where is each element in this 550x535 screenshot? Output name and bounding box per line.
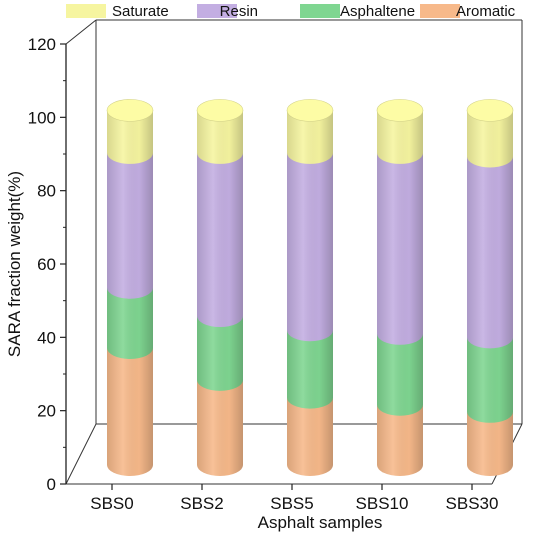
bars-group	[106, 99, 514, 476]
y-tick-label: 80	[37, 182, 56, 201]
bar-segment-shading	[377, 152, 423, 345]
legend-swatch-saturate	[66, 4, 106, 18]
bar-segment-shading	[377, 110, 423, 164]
bar-sbs30	[466, 99, 514, 476]
y-axis-title: SARA fraction weight(%)	[5, 171, 24, 357]
bar-segment-shading	[197, 110, 244, 164]
bar-segment-shading	[107, 347, 153, 476]
bar-sbs2	[196, 99, 244, 476]
bar-segment-shading	[467, 110, 513, 168]
bar-top-cap-sbs5	[286, 99, 334, 122]
bar-segment-shading	[287, 110, 333, 164]
legend-label-saturate: Saturate	[112, 3, 169, 20]
bar-segment-shading	[287, 330, 333, 409]
x-tick-label-sbs5: SBS5	[270, 494, 313, 513]
bar-segment-shading	[197, 379, 243, 476]
y-tick-label: 120	[28, 35, 56, 54]
legend-label-aromatic: Aromatic	[456, 3, 516, 20]
x-tick-label-sbs2: SBS2	[180, 494, 223, 513]
depth-top-left	[65, 19, 97, 45]
bar-segment-shading	[107, 110, 153, 164]
bar-top-cap-sbs0	[106, 99, 154, 122]
bar-top-cap-sbs2	[196, 99, 244, 122]
bar-top-cap-sbs10	[376, 99, 424, 122]
legend-label-resin: Resin	[220, 3, 258, 20]
y-tick-label: 60	[37, 255, 56, 274]
x-axis-ticks: SBS0 SBS2 SBS5 SBS10 SBS30	[90, 484, 498, 513]
legend: Saturate Resin Asphaltene Aromatic	[66, 3, 516, 20]
bar-sbs0	[106, 99, 154, 476]
bar-segment-shading	[107, 287, 153, 359]
x-tick-label-sbs30: SBS30	[446, 494, 499, 513]
bar-segment-shading	[467, 411, 513, 476]
bar-top-cap-sbs30	[466, 99, 514, 122]
legend-label-asphaltene: Asphaltene	[340, 3, 415, 20]
y-tick-label: 100	[28, 108, 56, 127]
y-tick-label: 20	[37, 402, 56, 421]
x-axis-title: Asphalt samples	[258, 513, 383, 532]
y-tick-label: 0	[47, 475, 56, 494]
bar-segment-shading	[197, 316, 244, 391]
x-tick-label-sbs0: SBS0	[90, 494, 133, 513]
bar-segment-shading	[467, 337, 513, 423]
legend-swatch-asphaltene	[300, 4, 340, 18]
legend-swatch-resin	[197, 4, 237, 18]
depth-bottom-left	[65, 423, 97, 485]
legend-swatch-aromatic	[420, 4, 460, 18]
x-tick-label-sbs10: SBS10	[356, 494, 409, 513]
plot-frame	[65, 19, 523, 485]
bar-sbs5	[286, 99, 334, 476]
bar-segment-shading	[107, 152, 153, 299]
bar-segment-shading	[377, 404, 423, 476]
bar-sbs10	[376, 99, 424, 476]
bar-segment-shading	[197, 152, 244, 328]
bar-segment-shading	[467, 156, 513, 349]
y-tick-label: 40	[37, 328, 56, 347]
bar-segment-shading	[287, 397, 333, 476]
bar-segment-shading	[287, 152, 333, 342]
bar-segment-shading	[377, 333, 423, 416]
y-axis-ticks: 0 20 40 60 80 100 120	[28, 35, 66, 494]
